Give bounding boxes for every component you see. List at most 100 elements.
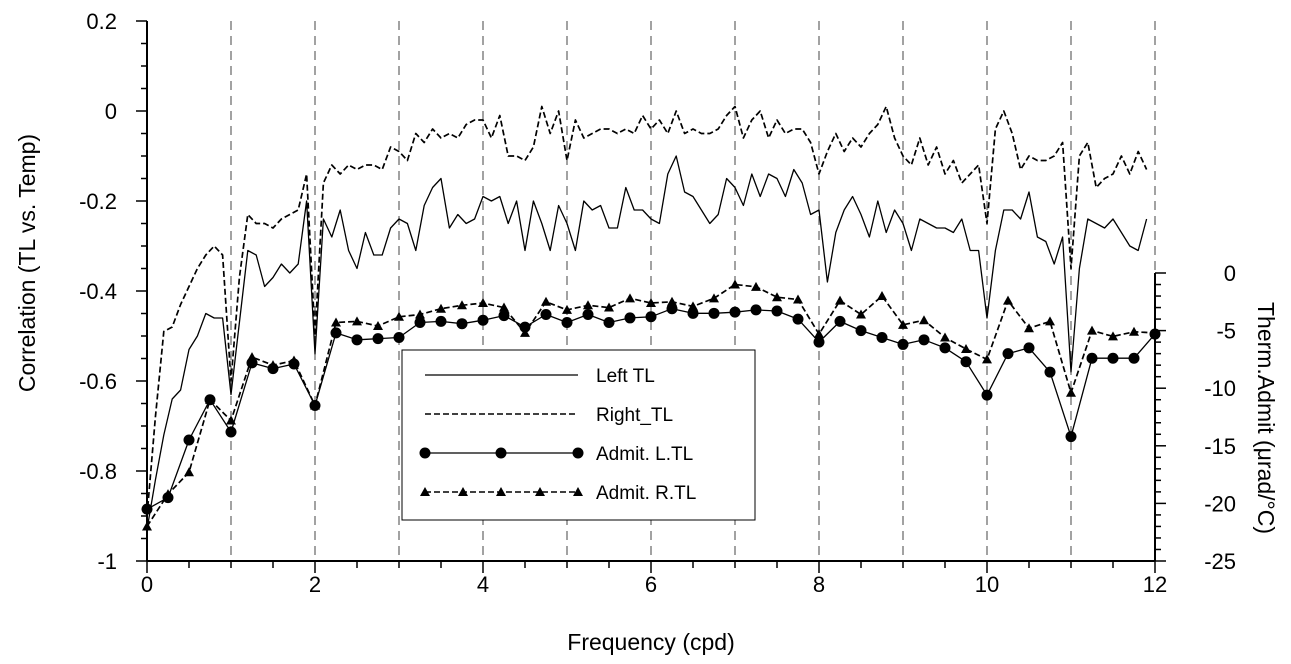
legend-marker-admit-l-tl bbox=[572, 447, 584, 459]
data-point-2 bbox=[498, 310, 510, 322]
data-point-2 bbox=[771, 305, 783, 317]
data-point-3 bbox=[877, 291, 887, 301]
y-tick-label: 0 bbox=[105, 99, 117, 124]
data-point-3 bbox=[919, 315, 929, 325]
data-point-2 bbox=[981, 389, 993, 401]
y-tick-label: -0.2 bbox=[79, 189, 117, 214]
data-point-3 bbox=[583, 300, 593, 310]
data-point-2 bbox=[1086, 352, 1098, 364]
y2-tick-label: -25 bbox=[1204, 549, 1236, 574]
data-point-3 bbox=[457, 300, 467, 310]
data-point-3 bbox=[604, 302, 614, 312]
legend-label-left-tl: Left TL bbox=[596, 366, 655, 387]
data-point-2 bbox=[372, 333, 384, 345]
data-point-2 bbox=[414, 317, 426, 329]
legend-marker-admit-r-tl bbox=[458, 487, 468, 496]
y-tick-label: -0.4 bbox=[79, 279, 117, 304]
data-point-3 bbox=[667, 296, 677, 306]
data-point-2 bbox=[876, 332, 888, 344]
legend-label-right-tl: Right_TL bbox=[596, 405, 673, 426]
y-tick-label: 0.2 bbox=[86, 9, 117, 34]
legend-label-admit-r-tl: Admit. R.TL bbox=[596, 483, 696, 504]
y-axis-title: Correlation (TL vs. Temp) bbox=[14, 134, 40, 392]
x-tick-label: 10 bbox=[975, 572, 999, 597]
data-point-2 bbox=[1023, 342, 1035, 354]
data-point-3 bbox=[646, 297, 656, 307]
y2-tick-label: -10 bbox=[1204, 376, 1236, 401]
data-point-2 bbox=[1128, 352, 1140, 364]
data-point-3 bbox=[415, 309, 425, 319]
data-point-3 bbox=[898, 319, 908, 329]
y2-tick-label: -20 bbox=[1204, 491, 1236, 516]
data-point-2 bbox=[1107, 352, 1119, 364]
legend-marker-admit-l-tl bbox=[419, 447, 431, 459]
x-tick-label: 0 bbox=[141, 572, 153, 597]
legend-marker-admit-r-tl bbox=[496, 487, 506, 496]
data-point-3 bbox=[835, 295, 845, 305]
data-point-3 bbox=[499, 302, 509, 312]
data-point-3 bbox=[373, 320, 383, 330]
data-point-2 bbox=[624, 312, 636, 324]
data-point-3 bbox=[289, 355, 299, 365]
data-point-2 bbox=[687, 307, 699, 319]
data-point-2 bbox=[939, 342, 951, 354]
data-point-3 bbox=[331, 317, 341, 327]
legend: Left TL Right_TL Admit. L.TL Admit. R.TL bbox=[401, 349, 756, 521]
x-tick-label: 12 bbox=[1143, 572, 1167, 597]
data-point-3 bbox=[268, 360, 278, 370]
data-point-2 bbox=[225, 426, 237, 438]
data-point-3 bbox=[247, 352, 257, 362]
legend-marker-admit-r-tl bbox=[420, 487, 430, 496]
data-point-3 bbox=[394, 311, 404, 321]
data-point-2 bbox=[855, 325, 867, 337]
data-point-2 bbox=[750, 304, 762, 316]
data-point-2 bbox=[330, 327, 342, 339]
data-point-3 bbox=[205, 394, 215, 404]
y2-axis-title: Therm.Admit (μrad/°C) bbox=[1253, 302, 1279, 534]
data-point-2 bbox=[141, 503, 153, 515]
data-point-3 bbox=[1108, 331, 1118, 341]
data-point-2 bbox=[351, 334, 363, 346]
data-point-3 bbox=[478, 297, 488, 307]
data-point-3 bbox=[730, 279, 740, 289]
y-tick-label: -1 bbox=[97, 549, 117, 574]
data-point-2 bbox=[561, 317, 573, 329]
data-point-3 bbox=[856, 309, 866, 319]
data-point-3 bbox=[1045, 316, 1055, 326]
data-point-2 bbox=[435, 315, 447, 327]
x-tick-label: 4 bbox=[477, 572, 489, 597]
data-point-3 bbox=[520, 327, 530, 337]
data-point-2 bbox=[183, 434, 195, 446]
data-point-3 bbox=[436, 303, 446, 313]
x-tick-label: 8 bbox=[813, 572, 825, 597]
data-point-2 bbox=[666, 303, 678, 315]
data-point-3 bbox=[961, 344, 971, 354]
data-point-3 bbox=[1150, 327, 1160, 337]
data-point-2 bbox=[708, 307, 720, 319]
data-point-3 bbox=[1024, 323, 1034, 333]
data-point-2 bbox=[603, 317, 615, 329]
x-tick-label: 2 bbox=[309, 572, 321, 597]
data-point-3 bbox=[625, 293, 635, 303]
data-point-2 bbox=[519, 321, 531, 333]
y2-tick-label: -15 bbox=[1204, 434, 1236, 459]
data-point-2 bbox=[792, 313, 804, 325]
data-point-3 bbox=[184, 467, 194, 477]
data-point-2 bbox=[834, 315, 846, 327]
data-point-2 bbox=[582, 308, 594, 320]
data-point-3 bbox=[751, 281, 761, 291]
data-point-3 bbox=[814, 329, 824, 339]
data-point-3 bbox=[982, 354, 992, 364]
data-point-3 bbox=[562, 304, 572, 314]
axes: 0 2 4 6 8 10 120.20-0.2-0.4-0.6-0.8-10-5-10-15… bbox=[79, 9, 1236, 597]
data-point-2 bbox=[918, 334, 930, 346]
data-point-3 bbox=[793, 294, 803, 304]
data-point-3 bbox=[1129, 326, 1139, 336]
data-point-3 bbox=[1003, 295, 1013, 305]
data-point-2 bbox=[960, 356, 972, 368]
data-point-3 bbox=[940, 332, 950, 342]
data-point-2 bbox=[540, 308, 552, 320]
y-tick-label: -0.8 bbox=[79, 459, 117, 484]
data-point-3 bbox=[772, 292, 782, 302]
